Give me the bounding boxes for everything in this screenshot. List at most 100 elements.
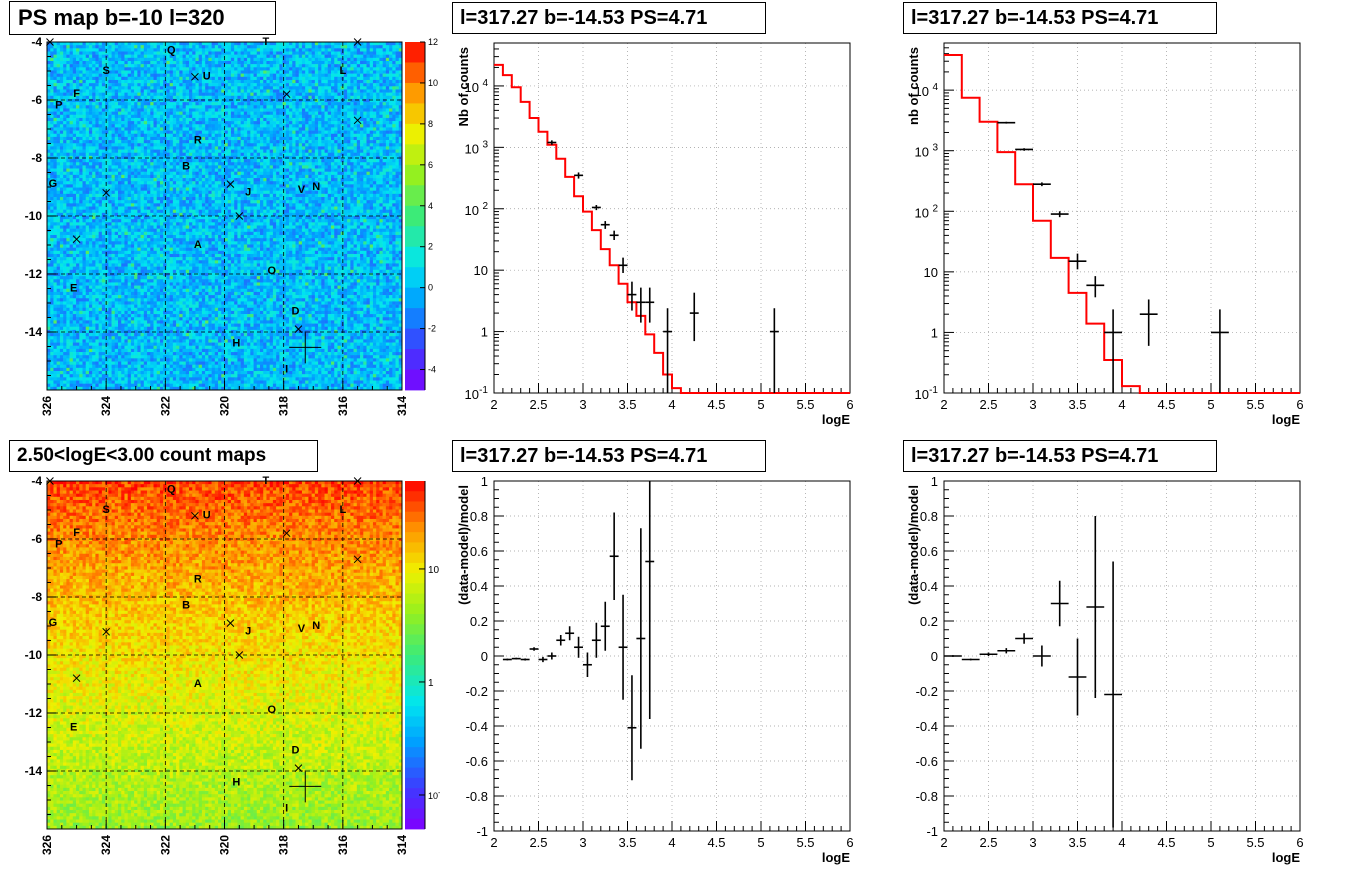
heatmap-cell	[247, 155, 251, 160]
heatmap-cell	[250, 57, 254, 62]
heatmap-cell	[72, 117, 77, 122]
heatmap-cell	[395, 181, 400, 185]
heatmap-cell	[398, 48, 403, 52]
heatmap-cell	[143, 54, 148, 59]
heatmap-cell	[343, 117, 348, 122]
heatmap-cell	[101, 114, 106, 119]
heatmap-cell	[385, 45, 390, 49]
heatmap-cell	[263, 92, 267, 97]
heatmap-cell	[66, 83, 70, 87]
heatmap-cell	[82, 79, 87, 84]
heatmap-cell	[105, 102, 109, 106]
heatmap-cell	[192, 181, 196, 185]
heatmap-cell	[366, 92, 371, 97]
heatmap-cell	[76, 178, 80, 182]
heatmap-cell	[153, 108, 158, 112]
heatmap-cell	[305, 117, 309, 122]
heatmap-cell	[163, 108, 167, 112]
heatmap-cell	[298, 70, 303, 74]
heatmap-cell	[379, 98, 383, 103]
heatmap-cell	[192, 67, 196, 71]
heatmap-cell	[301, 162, 306, 166]
heatmap-cell	[263, 143, 267, 147]
heatmap-cell	[159, 165, 164, 169]
heatmap-cell	[234, 162, 238, 166]
heatmap-cell	[72, 111, 77, 116]
heatmap-cell	[256, 51, 261, 55]
heatmap-cell	[59, 130, 64, 135]
heatmap-cell	[79, 79, 83, 84]
heatmap-cell	[382, 168, 387, 173]
heatmap-cell	[50, 45, 54, 49]
heatmap-cell	[211, 174, 216, 179]
heatmap-cell	[247, 143, 251, 147]
heatmap-cell	[124, 152, 128, 157]
heatmap-cell	[59, 181, 64, 185]
heatmap-cell	[134, 168, 138, 173]
heatmap-cell	[214, 133, 219, 138]
heatmap-cell	[72, 133, 77, 138]
heatmap-cell	[56, 76, 61, 81]
heatmap-cell	[63, 73, 67, 78]
heatmap-cell	[308, 89, 312, 93]
heatmap-cell	[195, 89, 199, 93]
heatmap-cell	[176, 60, 180, 65]
heatmap-cell	[253, 152, 258, 157]
heatmap-cell	[234, 159, 238, 163]
heatmap-cell	[82, 165, 87, 169]
heatmap-cell	[263, 105, 267, 109]
heatmap-cell	[279, 121, 283, 125]
heatmap-cell	[56, 92, 61, 97]
heatmap-cell	[366, 149, 371, 154]
heatmap-cell	[114, 184, 119, 188]
heatmap-cell	[343, 121, 348, 125]
heatmap-cell	[159, 168, 164, 173]
heatmap-cell	[234, 140, 238, 144]
heatmap-cell	[318, 121, 322, 125]
heatmap-cell	[260, 73, 264, 78]
heatmap-cell	[256, 133, 261, 138]
heatmap-cell	[279, 140, 283, 144]
heatmap-cell	[166, 165, 170, 169]
heatmap-cell	[327, 174, 332, 179]
heatmap-cell	[166, 114, 170, 119]
heatmap-cell	[172, 140, 177, 144]
heatmap-cell	[334, 171, 338, 176]
heatmap-cell	[195, 136, 199, 141]
heatmap-cell	[311, 83, 316, 87]
heatmap-cell	[66, 168, 70, 173]
heatmap-cell	[98, 149, 103, 154]
heatmap-cell	[111, 140, 116, 144]
heatmap-cell	[218, 162, 222, 166]
heatmap-cell	[385, 108, 390, 112]
heatmap-cell	[227, 67, 232, 71]
heatmap-cell	[363, 79, 367, 84]
heatmap-cell	[276, 143, 280, 147]
heatmap-cell	[111, 105, 116, 109]
heatmap-cell	[211, 95, 216, 100]
heatmap-cell	[208, 67, 212, 71]
heatmap-cell	[63, 83, 67, 87]
heatmap-cell	[289, 89, 293, 93]
heatmap-cell	[369, 181, 374, 185]
heatmap-cell	[395, 168, 400, 173]
heatmap-cell	[253, 76, 258, 81]
heatmap-cell	[205, 111, 209, 116]
heatmap-cell	[108, 184, 112, 188]
heatmap-cell	[185, 159, 190, 163]
heatmap-cell	[247, 146, 251, 150]
heatmap-cell	[372, 121, 377, 125]
heatmap-cell	[334, 73, 338, 78]
heatmap-cell	[82, 159, 87, 163]
heatmap-cell	[247, 98, 251, 103]
heatmap-cell	[263, 114, 267, 119]
heatmap-cell	[189, 171, 193, 176]
heatmap-cell	[363, 136, 367, 141]
heatmap-cell	[82, 152, 87, 157]
heatmap-cell	[392, 73, 396, 78]
heatmap-cell	[392, 165, 396, 169]
heatmap-cell	[98, 165, 103, 169]
heatmap-cell	[218, 57, 222, 62]
heatmap-cell	[350, 92, 354, 97]
heatmap-cell	[282, 76, 287, 81]
